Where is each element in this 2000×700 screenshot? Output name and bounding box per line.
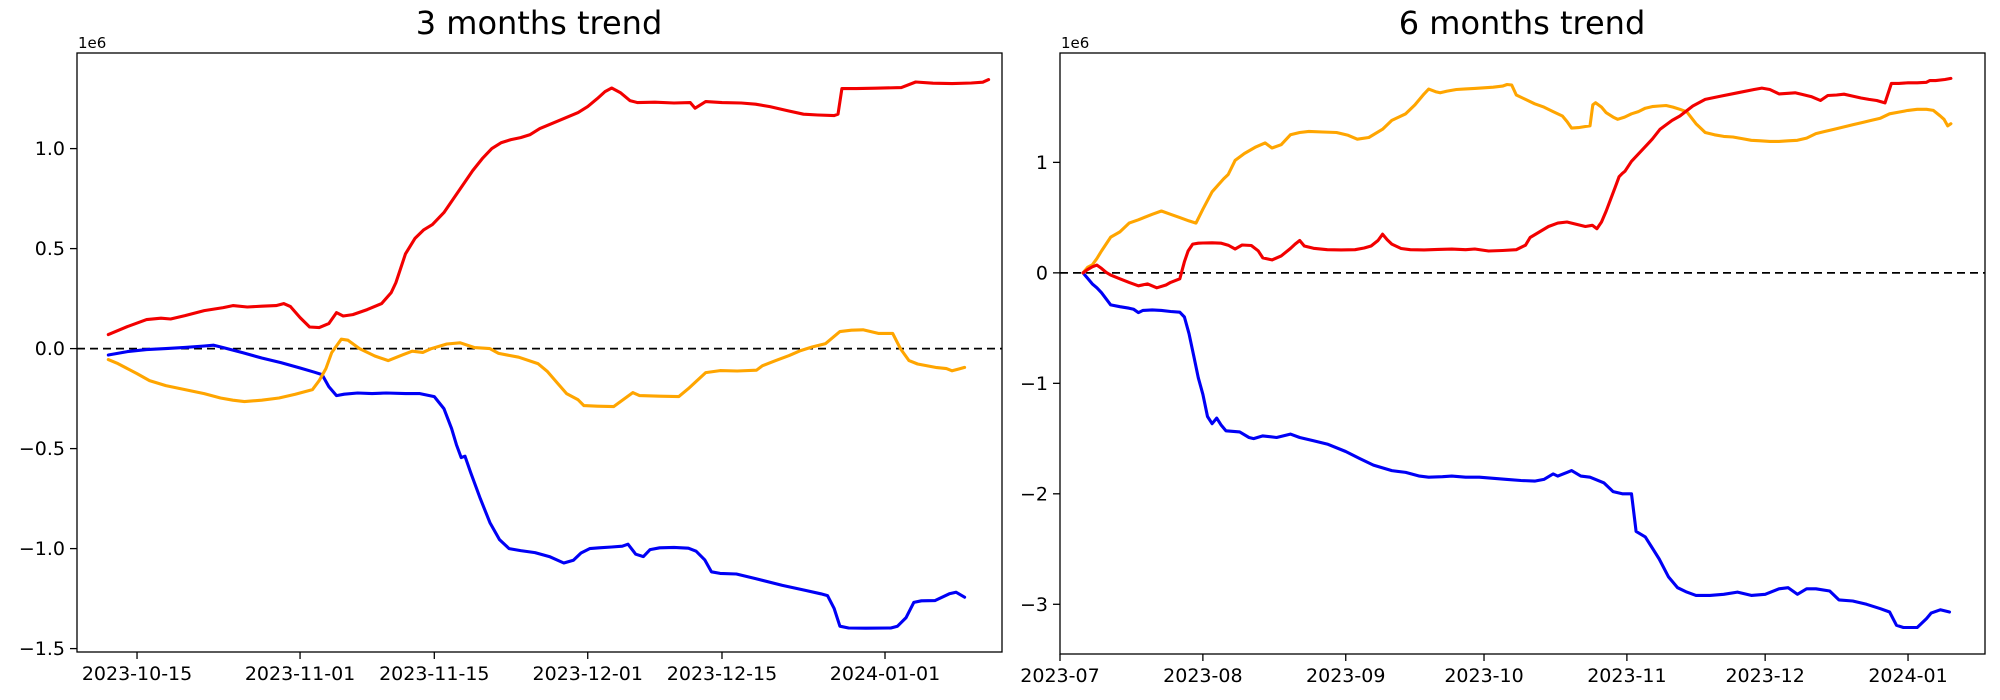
y-tick-label: 0.5 (35, 238, 65, 260)
x-tick-label: 2023-12-01 (533, 663, 643, 685)
y-tick-label: −1.0 (19, 538, 65, 560)
y-tick-label: 1 (1036, 152, 1048, 174)
x-tick-label: 2023-10-15 (82, 663, 192, 685)
x-tick-label: 2023-10 (1444, 665, 1523, 687)
trend-line-blue (106, 343, 967, 630)
trend-line-red (106, 78, 991, 337)
chart-title-3-months-trend: 3 months trend (415, 4, 663, 42)
trend-line-blue (1081, 271, 1952, 630)
x-tick-label: 2023-12 (1725, 665, 1804, 687)
chart-area-6-months: 2023-07 2023-08 2023-09 2023-10 2023-11 2023-… (1020, 52, 1986, 687)
y-axis-offset-label-left: 1e6 (78, 34, 107, 52)
axes-spines (1059, 52, 1986, 655)
y-tick-label: −1 (1020, 373, 1048, 395)
trend-line-orange (106, 328, 967, 409)
x-tick-label: 2023-11 (1587, 665, 1666, 687)
y-tick-label: −0.5 (19, 438, 65, 460)
x-tick-label: 2023-09 (1306, 665, 1385, 687)
axes-spines (76, 52, 1003, 653)
y-tick-label: −2 (1020, 483, 1048, 505)
y-axis-offset-label-right: 1e6 (1061, 34, 1090, 52)
y-tick-label: 1.0 (35, 138, 65, 160)
x-tick-label: 2023-11-01 (245, 663, 355, 685)
x-tick-label: 2023-12-15 (667, 663, 777, 685)
y-tick-label: −3 (1020, 594, 1048, 616)
chart-area-3-months: 2023-10-15 2023-11-01 2023-11-15 2023-12-01… (19, 52, 1003, 685)
chart-title-6-months-trend: 6 months trend (1398, 4, 1646, 42)
y-tick-label: −1.5 (19, 638, 65, 660)
y-tick-label: 0.0 (35, 338, 65, 360)
x-tick-label: 2023-11-15 (379, 663, 489, 685)
trend-line-orange (1081, 82, 1953, 275)
x-tick-label: 2024-01-01 (830, 663, 940, 685)
y-tick-label: 0 (1036, 262, 1048, 284)
trend-line-red (1081, 76, 1953, 290)
x-tick-label: 2023-07 (1020, 665, 1099, 687)
x-tick-label: 2023-08 (1163, 665, 1242, 687)
x-tick-label: 2024-01 (1868, 665, 1947, 687)
